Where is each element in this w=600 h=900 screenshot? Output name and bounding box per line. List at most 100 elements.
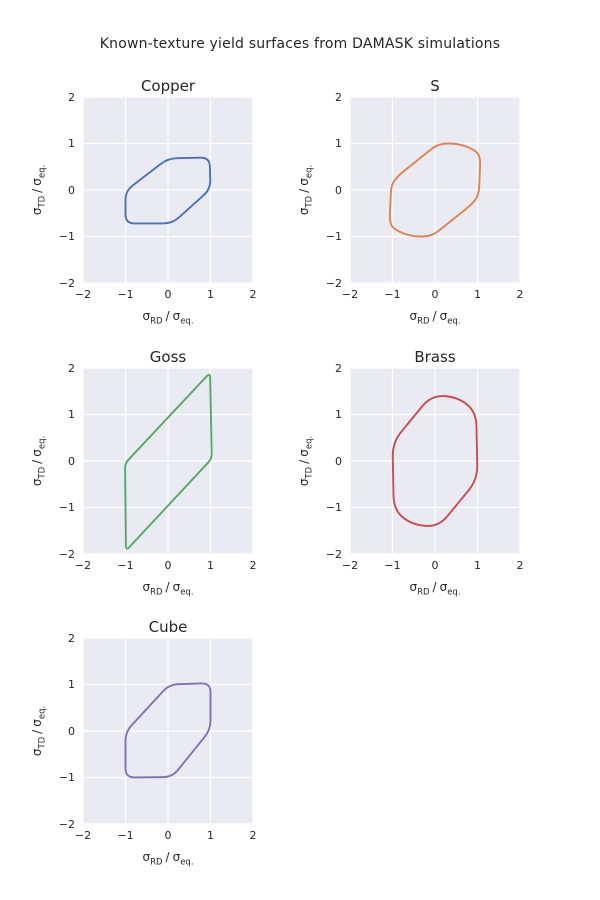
plot-area [83,368,253,554]
figure-title: Known-texture yield surfaces from DAMASK… [99,36,501,52]
divide-symbol: / [30,459,44,464]
divide-symbol: / [30,729,44,734]
sigma-symbol: σ [30,478,44,487]
yield-surface-curve [124,373,213,550]
sigma-symbol: σ [30,178,44,186]
subplot-title: S [430,77,440,95]
y-tick-label: −1 [58,501,75,514]
axis-subscript: TD [304,466,315,479]
plot-area [83,97,253,283]
divide-symbol: / [165,850,170,864]
y-tick-label: 1 [68,137,75,150]
x-tick-label: −2 [341,559,359,572]
axis-subscript: TD [37,195,48,208]
x-tick-label: 2 [516,288,524,301]
subplot-title: Cube [148,618,188,636]
sigma-symbol: σ [30,748,44,757]
sigma-symbol: σ [172,850,181,864]
plot-area [350,97,520,283]
subplot-title: Brass [414,348,456,366]
sigma-symbol: σ [142,309,151,323]
sigma-symbol: σ [297,478,311,487]
x-tick-label: 1 [207,559,214,572]
x-axis-label: σRD / σeq. [83,850,253,867]
sigma-symbol: σ [30,449,44,457]
yield-surface-curve [124,682,212,779]
yield-surface-curve [124,156,212,225]
axis-subscript: RD [150,857,163,868]
x-tick-label: 2 [516,559,524,572]
yield-surface-curve [391,395,479,527]
y-axis-label: σTD/σeq. [297,97,314,283]
subplot-title: Copper [140,77,196,95]
y-tick-label: 0 [335,183,342,197]
sigma-symbol: σ [30,207,44,216]
yield-surface-curve [388,142,482,238]
y-axis-label: σTD/σeq. [30,638,48,824]
y-tick-label: −2 [58,276,75,290]
x-axis-label: σRD / σeq. [83,580,253,597]
yield-surface-chart [350,97,520,283]
axis-subscript: eq. [37,435,48,450]
y-tick-label: 0 [335,454,342,468]
axis-subscript: eq. [447,587,461,598]
y-tick-label: 1 [68,408,75,421]
y-tick-label: −2 [58,547,75,561]
axis-subscript: TD [37,466,48,479]
yield-surface-chart [83,638,253,824]
sigma-symbol: σ [297,207,311,216]
x-tick-label: 1 [474,288,481,301]
x-tick-label: 2 [249,559,257,572]
y-tick-label: −1 [325,501,342,514]
sigma-symbol: σ [297,178,311,186]
axis-subscript: eq. [37,164,48,179]
axis-subscript: eq. [180,857,194,868]
y-axis-label: σTD/σeq. [30,368,48,554]
y-tick-label: −1 [58,230,75,243]
axis-subscript: eq. [447,316,461,327]
x-tick-label: 0 [164,559,172,572]
y-tick-label: 0 [68,454,75,468]
divide-symbol: / [297,188,311,193]
y-tick-label: −2 [58,817,75,831]
sigma-symbol: σ [439,309,448,323]
axis-subscript: eq. [304,435,315,450]
x-tick-label: 1 [207,288,214,301]
axis-subscript: RD [417,587,430,598]
y-tick-label: −1 [58,771,75,784]
plot-area [350,368,520,554]
x-tick-label: −2 [74,288,92,301]
x-tick-label: −2 [74,829,92,842]
x-tick-label: −1 [117,288,134,301]
subplot-s: S σRD / σeq. σTD/σeq. −2 2 −1 1 0 0 1 −1 2 −2 [267,62,534,332]
subplot-cube: Cube σRD / σeq. σTD/σeq. −2 2 −1 1 0 0 1 −1 2 −2 [0,603,267,873]
yield-surface-chart [350,368,520,554]
x-tick-label: 0 [164,829,172,842]
x-tick-label: 0 [431,559,439,572]
y-tick-label: 2 [68,631,75,645]
subplot-brass: Brass σRD / σeq. σTD/σeq. −2 2 −1 1 0 0 1 −1 2 −2 [267,333,534,603]
y-tick-label: −2 [325,276,342,290]
y-tick-label: 1 [335,408,342,421]
y-tick-label: 2 [68,90,75,104]
divide-symbol: / [165,580,170,594]
sigma-symbol: σ [439,580,448,594]
axis-subscript: TD [37,736,48,749]
y-tick-label: −2 [325,547,342,561]
subplot-goss: Goss σRD / σeq. σTD/σeq. −2 2 −1 1 0 0 1 −1 2 −2 [0,333,267,603]
x-tick-label: 0 [164,288,172,301]
x-tick-label: −2 [341,288,359,301]
sigma-symbol: σ [172,309,181,323]
y-tick-label: 2 [68,361,75,375]
divide-symbol: / [165,309,170,323]
axis-subscript: RD [417,316,430,327]
sigma-symbol: σ [142,850,151,864]
y-tick-label: −1 [325,230,342,243]
y-tick-label: 0 [68,724,75,738]
subplot-title: Goss [149,348,187,366]
divide-symbol: / [432,580,437,594]
sigma-symbol: σ [30,719,44,727]
x-tick-label: −2 [74,559,92,572]
y-tick-label: 1 [68,678,75,691]
